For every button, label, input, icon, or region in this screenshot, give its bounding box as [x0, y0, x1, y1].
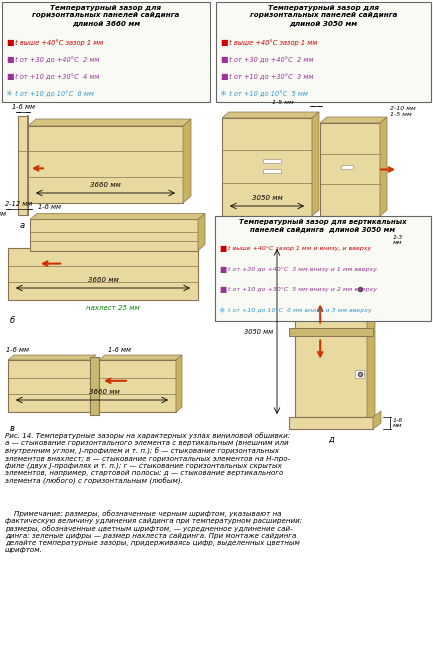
- Text: нахлест 25 мм: нахлест 25 мм: [86, 305, 139, 311]
- Text: t от +30 до +40°C  3 мм внизу и 1 мм вверху: t от +30 до +40°C 3 мм внизу и 1 мм ввер…: [226, 266, 377, 272]
- Text: ■: ■: [6, 38, 13, 47]
- Text: ✳: ✳: [219, 306, 225, 315]
- Text: 2-12 мм: 2-12 мм: [5, 201, 32, 207]
- Text: ■: ■: [6, 55, 13, 64]
- Bar: [222, 118, 312, 216]
- Text: t от +30 до +40°C  2 мм: t от +30 до +40°C 2 мм: [227, 56, 313, 63]
- Text: 3660 мм: 3660 мм: [90, 182, 121, 188]
- Text: ✳: ✳: [220, 89, 227, 98]
- Text: t выше +40°C зазор 1 мм и внизу, и вверху: t выше +40°C зазор 1 мм и внизу, и вверх…: [226, 246, 371, 251]
- Text: 3050 мм: 3050 мм: [244, 329, 273, 335]
- Polygon shape: [99, 355, 182, 360]
- Bar: [289, 417, 373, 429]
- Polygon shape: [198, 213, 205, 251]
- Text: 2-10 мм: 2-10 мм: [390, 106, 416, 110]
- Bar: [8, 248, 198, 300]
- Text: б: б: [10, 316, 15, 325]
- Text: 1-6 мм: 1-6 мм: [107, 347, 130, 353]
- Polygon shape: [289, 228, 381, 234]
- Polygon shape: [30, 213, 205, 219]
- Bar: [99, 360, 176, 412]
- Text: 1-6 мм: 1-6 мм: [12, 104, 35, 110]
- Text: ■: ■: [220, 38, 227, 47]
- Text: t выше +40°C зазор 1 мм: t выше +40°C зазор 1 мм: [13, 39, 103, 46]
- Text: t от +10 до 10°C  5 мм: t от +10 до 10°C 5 мм: [227, 90, 308, 97]
- Text: Температурный зазор для
горизонтальных панелей сайдинга
длиной 3050 мм: Температурный зазор для горизонтальных п…: [250, 5, 397, 26]
- Bar: [28, 126, 183, 203]
- Text: ■: ■: [6, 72, 13, 81]
- Bar: [2, 2, 210, 102]
- Text: а: а: [20, 221, 25, 230]
- Text: 3050 мм: 3050 мм: [252, 195, 282, 201]
- Text: 1-5 мм: 1-5 мм: [390, 112, 412, 117]
- Bar: [8, 360, 90, 412]
- Bar: [289, 234, 373, 246]
- Text: ■: ■: [219, 264, 226, 274]
- Polygon shape: [373, 228, 381, 246]
- Bar: [90, 357, 99, 415]
- Text: t от +30 до +40°C  2 мм: t от +30 до +40°C 2 мм: [13, 56, 100, 63]
- Text: 3660 мм: 3660 мм: [89, 389, 120, 395]
- Text: ■: ■: [220, 72, 227, 81]
- Text: 1-6 мм: 1-6 мм: [6, 347, 29, 353]
- Text: t от +10 до 10°C  6 мм внизу и 3 мм вверху: t от +10 до 10°C 6 мм внизу и 3 мм вверх…: [226, 308, 372, 313]
- Polygon shape: [320, 117, 387, 123]
- Polygon shape: [176, 355, 182, 412]
- Text: t от +10 до 10°C  6 мм: t от +10 до 10°C 6 мм: [13, 90, 94, 97]
- Polygon shape: [367, 240, 375, 423]
- Text: ✳: ✳: [6, 89, 13, 98]
- Bar: [355, 370, 364, 379]
- Text: ■: ■: [219, 244, 226, 253]
- Text: Рис. 14. Температурные зазоры на характерных узлах виниловой обшивки:
а — стыков: Рис. 14. Температурные зазоры на характе…: [5, 432, 290, 485]
- Bar: [341, 165, 353, 169]
- Polygon shape: [183, 119, 191, 203]
- Bar: [30, 219, 198, 251]
- Text: 1-6 мм: 1-6 мм: [0, 211, 6, 217]
- Text: Примечание: размеры, обозначенные черным шрифтом, указывают на
фактическую велич: Примечание: размеры, обозначенные черным…: [5, 510, 302, 553]
- Bar: [320, 123, 380, 216]
- Text: 1-6
мм: 1-6 мм: [393, 418, 403, 428]
- Bar: [18, 116, 28, 215]
- Text: ■: ■: [220, 55, 227, 64]
- Text: t от +10 до +30°C  5 мм внизу и 2 мм вверху: t от +10 до +30°C 5 мм внизу и 2 мм ввер…: [226, 287, 377, 293]
- Text: 1-3
мм: 1-3 мм: [393, 235, 403, 245]
- Text: в: в: [10, 424, 15, 433]
- Text: 1-5 мм: 1-5 мм: [272, 100, 294, 104]
- Bar: [216, 2, 431, 102]
- Text: Температурный зазор для
горизонтальных панелей сайдинга
длиной 3660 мм: Температурный зазор для горизонтальных п…: [32, 5, 180, 26]
- Text: ■: ■: [219, 285, 226, 295]
- Polygon shape: [8, 355, 96, 360]
- Bar: [289, 327, 373, 335]
- Text: г: г: [224, 220, 228, 229]
- Polygon shape: [28, 119, 191, 126]
- Bar: [295, 246, 367, 417]
- Bar: [215, 216, 431, 321]
- Bar: [262, 159, 281, 163]
- Polygon shape: [312, 112, 319, 216]
- Text: t выше +40°C зазор 1 мм: t выше +40°C зазор 1 мм: [227, 39, 317, 46]
- Text: Температурный зазор для вертикальных
панелей сайдинга  длиной 3050 мм: Температурный зазор для вертикальных пан…: [239, 219, 407, 232]
- Text: t от +10 до +30°C  4 мм: t от +10 до +30°C 4 мм: [13, 73, 100, 80]
- Bar: [262, 169, 281, 173]
- Polygon shape: [222, 112, 319, 118]
- Text: 3660 мм: 3660 мм: [87, 277, 118, 283]
- Polygon shape: [380, 117, 387, 216]
- Text: д: д: [328, 435, 334, 444]
- Text: 1-6 мм: 1-6 мм: [39, 205, 61, 211]
- Bar: [355, 285, 364, 293]
- Text: t от +10 до +30°C  3 мм: t от +10 до +30°C 3 мм: [227, 73, 313, 80]
- Polygon shape: [373, 411, 381, 429]
